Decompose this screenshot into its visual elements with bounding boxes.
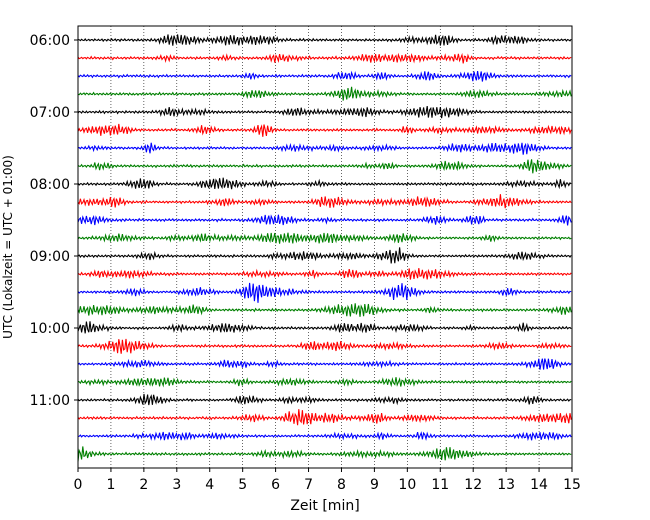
plot-frame — [77, 25, 573, 469]
x-tick-label: 12 — [464, 477, 482, 493]
trace-line — [77, 393, 572, 406]
x-tick-label: 13 — [497, 477, 515, 493]
trace-line — [77, 52, 572, 64]
x-tick-label: 6 — [271, 477, 280, 493]
y-tick-label: 08:00 — [30, 177, 70, 193]
x-tick-label: 7 — [304, 477, 313, 493]
trace-line — [77, 377, 572, 388]
x-tick-label: 3 — [172, 477, 181, 493]
y-tick-label: 10:00 — [30, 321, 70, 337]
x-tick-label: 11 — [431, 477, 449, 493]
trace-line — [77, 177, 572, 190]
trace-line — [77, 358, 572, 370]
trace-line — [77, 303, 572, 317]
x-axis-label: Zeit [min] — [290, 498, 359, 514]
trace-line — [77, 142, 572, 155]
trace-line — [77, 159, 572, 174]
y-axis-label: UTC (Lokalzeit = UTC + 01:00) — [1, 155, 15, 339]
y-tick-label: 07:00 — [30, 105, 70, 121]
x-tick-label: 4 — [205, 477, 214, 493]
trace-line — [77, 232, 572, 244]
trace-line — [77, 123, 572, 137]
x-tick-label: 15 — [563, 477, 581, 493]
trace-line — [77, 321, 572, 334]
trace-line — [77, 34, 572, 46]
seismogram-traces — [77, 34, 572, 462]
x-tick-label: 1 — [106, 477, 115, 493]
trace-line — [77, 70, 572, 82]
x-tick-label: 2 — [139, 477, 148, 493]
x-tick-label: 9 — [370, 477, 379, 493]
trace-line — [77, 194, 572, 209]
x-tick-label: 10 — [398, 477, 416, 493]
trace-line — [77, 431, 572, 442]
plot-background — [78, 26, 572, 468]
y-tick-label: 11:00 — [30, 393, 70, 409]
x-tick-label: 8 — [337, 477, 346, 493]
x-tick-label: 0 — [74, 477, 83, 493]
trace-line — [77, 247, 572, 264]
x-tick-label: 5 — [238, 477, 247, 493]
trace-line — [77, 105, 572, 119]
x-axis-ticks: 0 1 2 3 4 5 6 7 8 9 10 11 12 13 14 15 — [74, 468, 581, 493]
trace-line — [77, 86, 572, 101]
trace-line — [77, 446, 572, 462]
trace-line — [77, 268, 572, 280]
trace-line — [77, 214, 572, 226]
y-axis-ticks: 06:00 07:00 08:00 09:00 10:00 11:00 — [30, 33, 78, 409]
trace-line — [77, 282, 572, 303]
trace-line — [77, 338, 572, 354]
x-tick-label: 14 — [530, 477, 548, 493]
y-tick-label: 09:00 — [30, 249, 70, 265]
y-tick-label: 06:00 — [30, 33, 70, 49]
trace-line — [77, 409, 572, 426]
